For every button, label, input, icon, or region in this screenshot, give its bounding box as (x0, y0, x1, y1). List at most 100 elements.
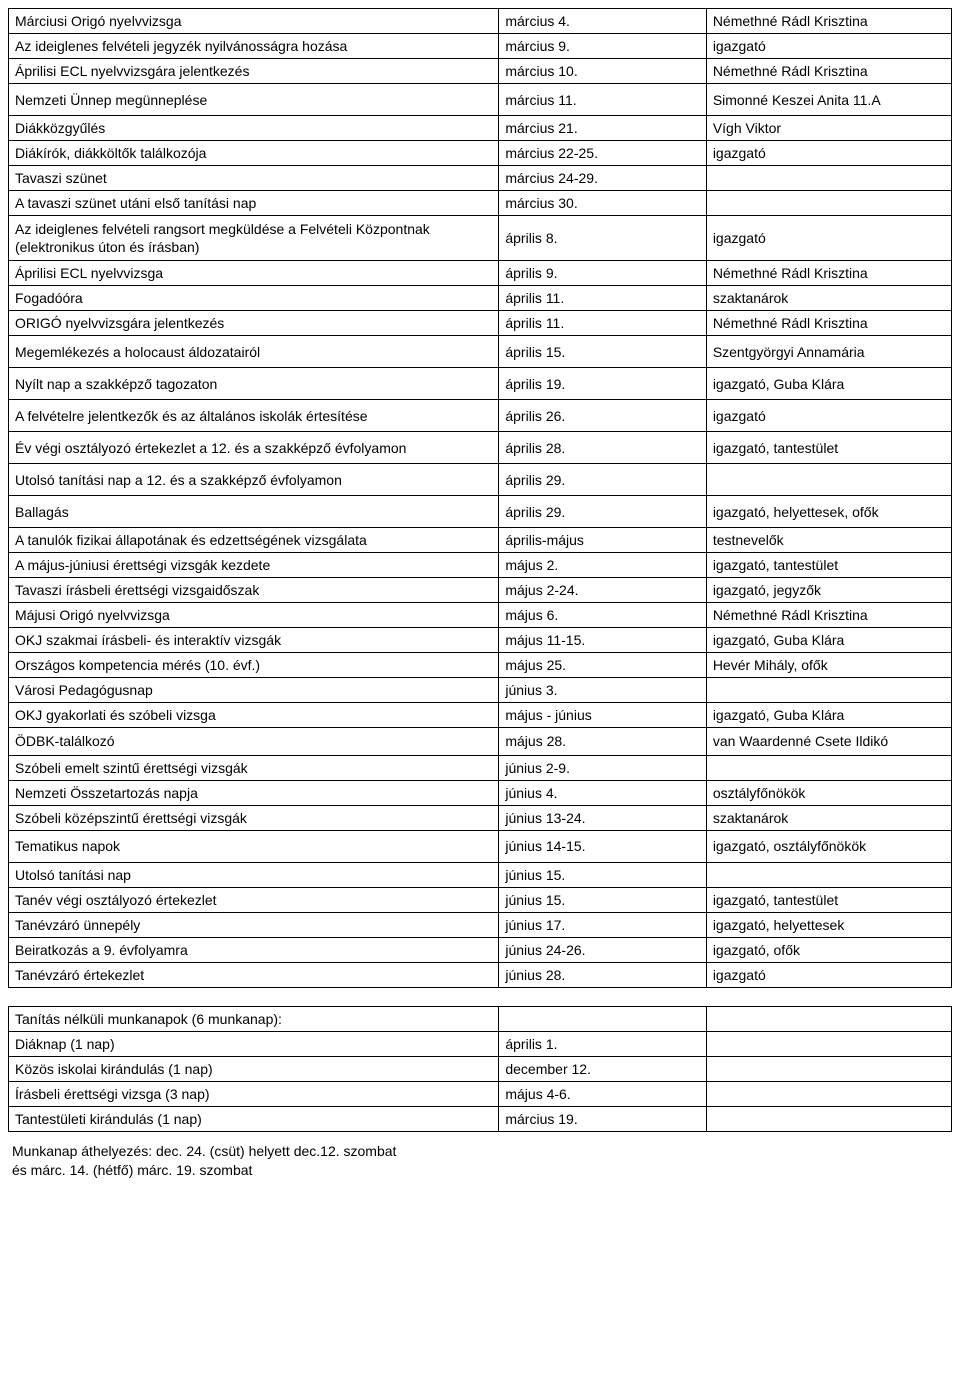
event-cell: A tavaszi szünet utáni első tanítási nap (9, 191, 499, 216)
event-cell: Utolsó tanítási nap (9, 862, 499, 887)
date-cell: május 2-24. (499, 578, 706, 603)
table-row: OKJ szakmai írásbeli- és interaktív vizs… (9, 628, 952, 653)
event-cell: Májusi Origó nyelvvizsga (9, 603, 499, 628)
responsible-cell: Némethné Rádl Krisztina (706, 261, 951, 286)
table-row: Utolsó tanítási napjúnius 15. (9, 862, 952, 887)
event-cell: Az ideiglenes felvételi rangsort megküld… (9, 216, 499, 261)
date-cell: december 12. (499, 1056, 706, 1081)
event-cell: Nemzeti Összetartozás napja (9, 780, 499, 805)
responsible-cell (706, 464, 951, 496)
responsible-cell: Némethné Rádl Krisztina (706, 59, 951, 84)
date-cell: április 26. (499, 400, 706, 432)
table-row: Megemlékezés a holocaust áldozatairólápr… (9, 336, 952, 368)
event-cell: Áprilisi ECL nyelvvizsgára jelentkezés (9, 59, 499, 84)
table-row: Tanévzáró értekezletjúnius 28.igazgató (9, 962, 952, 987)
table-row: Városi Pedagógusnapjúnius 3. (9, 678, 952, 703)
responsible-cell: szaktanárok (706, 286, 951, 311)
event-cell: Tanítás nélküli munkanapok (6 munkanap): (9, 1006, 499, 1031)
event-cell: Megemlékezés a holocaust áldozatairól (9, 336, 499, 368)
responsible-cell: szaktanárok (706, 805, 951, 830)
event-cell: Tantestületi kirándulás (1 nap) (9, 1106, 499, 1131)
responsible-cell: igazgató, ofők (706, 937, 951, 962)
date-cell: június 14-15. (499, 830, 706, 862)
event-cell: Szóbeli középszintű érettségi vizsgák (9, 805, 499, 830)
event-cell: Tavaszi írásbeli érettségi vizsgaidőszak (9, 578, 499, 603)
responsible-cell (706, 862, 951, 887)
event-cell: Nyílt nap a szakképző tagozaton (9, 368, 499, 400)
table-row: Tavaszi írásbeli érettségi vizsgaidőszak… (9, 578, 952, 603)
event-cell: Tanév végi osztályozó értekezlet (9, 887, 499, 912)
date-cell: április 1. (499, 1031, 706, 1056)
event-cell: Diákírók, diákköltők találkozója (9, 141, 499, 166)
date-cell: június 3. (499, 678, 706, 703)
event-cell: Tavaszi szünet (9, 166, 499, 191)
table-row: Tanítás nélküli munkanapok (6 munkanap): (9, 1006, 952, 1031)
date-cell: március 24-29. (499, 166, 706, 191)
responsible-cell (706, 1106, 951, 1131)
table-row: Szóbeli emelt szintű érettségi vizsgákjú… (9, 755, 952, 780)
event-cell: Írásbeli érettségi vizsga (3 nap) (9, 1081, 499, 1106)
responsible-cell (706, 1006, 951, 1031)
date-cell: április 11. (499, 311, 706, 336)
responsible-cell: igazgató, helyettesek, ofők (706, 496, 951, 528)
date-cell: május 25. (499, 653, 706, 678)
event-cell: Közös iskolai kirándulás (1 nap) (9, 1056, 499, 1081)
event-cell: Tanévzáró értekezlet (9, 962, 499, 987)
table-row: Tantestületi kirándulás (1 nap)március 1… (9, 1106, 952, 1131)
table-row: Nemzeti Összetartozás napjajúnius 4.oszt… (9, 780, 952, 805)
responsible-cell: igazgató, Guba Klára (706, 628, 951, 653)
responsible-cell: igazgató (706, 400, 951, 432)
date-cell: március 4. (499, 9, 706, 34)
responsible-cell (706, 755, 951, 780)
responsible-cell (706, 1056, 951, 1081)
table-row: A május-júniusi érettségi vizsgák kezdet… (9, 553, 952, 578)
responsible-cell (706, 1081, 951, 1106)
event-cell: Diáknap (1 nap) (9, 1031, 499, 1056)
event-cell: OKJ gyakorlati és szóbeli vizsga (9, 703, 499, 728)
table-row: A tanulók fizikai állapotának és edzetts… (9, 528, 952, 553)
table-row: Utolsó tanítási nap a 12. és a szakképző… (9, 464, 952, 496)
responsible-cell (706, 191, 951, 216)
table-row: Diákírók, diákköltők találkozójamárcius … (9, 141, 952, 166)
event-cell: Tematikus napok (9, 830, 499, 862)
table-row: Nemzeti Ünnep megünneplésemárcius 11.Sim… (9, 84, 952, 116)
responsible-cell: igazgató, tantestület (706, 432, 951, 464)
table-row: Fogadóóraáprilis 11.szaktanárok (9, 286, 952, 311)
date-cell: április 29. (499, 496, 706, 528)
date-cell: május 11-15. (499, 628, 706, 653)
responsible-cell: igazgató (706, 141, 951, 166)
responsible-cell: igazgató, helyettesek (706, 912, 951, 937)
table-row: Az ideiglenes felvételi jegyzék nyilváno… (9, 34, 952, 59)
date-cell: április 29. (499, 464, 706, 496)
date-cell: március 11. (499, 84, 706, 116)
date-cell: április 19. (499, 368, 706, 400)
responsible-cell: igazgató (706, 216, 951, 261)
event-cell: Az ideiglenes felvételi jegyzék nyilváno… (9, 34, 499, 59)
table-row: Tanév végi osztályozó értekezletjúnius 1… (9, 887, 952, 912)
table-row: Beiratkozás a 9. évfolyamrajúnius 24-26.… (9, 937, 952, 962)
event-cell: Fogadóóra (9, 286, 499, 311)
date-cell: június 15. (499, 887, 706, 912)
event-cell: A tanulók fizikai állapotának és edzetts… (9, 528, 499, 553)
table-row: Áprilisi ECL nyelvvizsgára jelentkezésmá… (9, 59, 952, 84)
responsible-cell: igazgató (706, 962, 951, 987)
date-cell: március 9. (499, 34, 706, 59)
responsible-cell: igazgató, tantestület (706, 553, 951, 578)
date-cell: június 4. (499, 780, 706, 805)
responsible-cell: Némethné Rádl Krisztina (706, 603, 951, 628)
table-row: Tavaszi szünetmárcius 24-29. (9, 166, 952, 191)
table-row: Az ideiglenes felvételi rangsort megküld… (9, 216, 952, 261)
date-cell: március 30. (499, 191, 706, 216)
footer-line-1: Munkanap áthelyezés: dec. 24. (csüt) hel… (12, 1143, 396, 1159)
responsible-cell (706, 1031, 951, 1056)
table-row: Májusi Origó nyelvvizsgamájus 6.Némethné… (9, 603, 952, 628)
event-cell: Szóbeli emelt szintű érettségi vizsgák (9, 755, 499, 780)
responsible-cell: osztályfőnökök (706, 780, 951, 805)
date-cell: május 6. (499, 603, 706, 628)
responsible-cell: igazgató (706, 34, 951, 59)
table-row: OKJ gyakorlati és szóbeli vizsgamájus - … (9, 703, 952, 728)
date-cell: április 8. (499, 216, 706, 261)
table-row: Tanévzáró ünnepélyjúnius 17.igazgató, he… (9, 912, 952, 937)
event-cell: Beiratkozás a 9. évfolyamra (9, 937, 499, 962)
responsible-cell: igazgató, Guba Klára (706, 368, 951, 400)
